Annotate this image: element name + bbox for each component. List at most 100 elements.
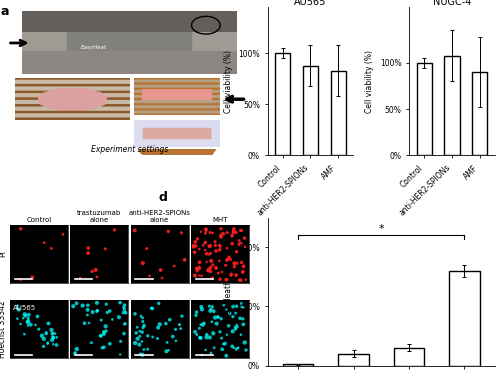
Point: [206, 335, 214, 341]
Point: [233, 260, 241, 266]
Point: [52, 330, 60, 336]
Point: [197, 229, 205, 235]
Point: [207, 250, 215, 256]
Point: [50, 335, 58, 341]
Point: [176, 322, 184, 327]
Point: [42, 329, 50, 335]
Point: [240, 339, 248, 345]
Point: [206, 251, 214, 257]
Point: [222, 332, 230, 338]
Point: [115, 314, 123, 320]
Point: [132, 330, 140, 336]
Point: [216, 329, 224, 335]
Point: [228, 241, 236, 247]
Point: [78, 303, 86, 308]
Point: [232, 324, 239, 330]
Point: [26, 322, 34, 327]
Point: [218, 269, 226, 275]
Point: [224, 323, 232, 329]
Point: [50, 341, 58, 347]
Point: [106, 341, 114, 347]
Point: [48, 245, 56, 251]
Point: [222, 277, 230, 283]
Point: [48, 337, 56, 343]
Point: [120, 304, 128, 310]
Point: [138, 329, 146, 335]
Point: [50, 330, 58, 336]
Point: [206, 229, 214, 235]
Point: [206, 268, 214, 274]
Point: [38, 333, 46, 339]
Point: [202, 239, 209, 245]
Point: [137, 313, 145, 319]
Point: [140, 347, 148, 352]
Point: [227, 272, 235, 278]
Point: [178, 230, 186, 236]
Point: [84, 312, 92, 318]
Point: [24, 316, 32, 322]
Point: [206, 303, 214, 309]
Point: [28, 275, 36, 280]
Point: [217, 316, 225, 322]
Point: [134, 324, 141, 330]
Point: [154, 335, 162, 341]
Y-axis label: Cell viability (%): Cell viability (%): [224, 50, 232, 113]
Point: [226, 310, 234, 316]
Point: [154, 325, 162, 330]
Point: [223, 230, 231, 236]
Point: [80, 320, 88, 326]
Point: [19, 315, 27, 321]
Point: [199, 322, 207, 328]
Point: [202, 347, 209, 353]
Point: [220, 303, 228, 308]
Point: [198, 352, 206, 358]
Bar: [417, 63, 432, 156]
Point: [208, 304, 216, 310]
Y-axis label: Hoechst 33342: Hoechst 33342: [0, 300, 7, 358]
Point: [219, 231, 227, 237]
Point: [120, 310, 128, 316]
Point: [48, 327, 56, 333]
Point: [237, 277, 245, 283]
Point: [169, 333, 177, 339]
Point: [237, 332, 245, 338]
Point: [242, 277, 250, 283]
Point: [42, 330, 50, 336]
Point: [158, 275, 166, 281]
Point: [236, 277, 244, 283]
Text: a: a: [0, 4, 9, 18]
Text: EasyHeat: EasyHeat: [80, 45, 106, 50]
Point: [237, 300, 245, 306]
Point: [238, 304, 246, 310]
Point: [222, 353, 230, 359]
Point: [214, 270, 222, 276]
Point: [208, 275, 216, 281]
Point: [212, 321, 220, 327]
Point: [148, 334, 156, 340]
Point: [32, 322, 40, 328]
Point: [223, 257, 231, 263]
Point: [196, 325, 203, 331]
Point: [116, 300, 124, 305]
Point: [232, 272, 240, 278]
Point: [48, 331, 56, 337]
Point: [207, 306, 215, 312]
Point: [120, 302, 128, 308]
Point: [22, 313, 30, 319]
Point: [84, 245, 92, 251]
Point: [52, 342, 60, 348]
Point: [166, 317, 173, 323]
Point: [24, 319, 32, 325]
Point: [241, 244, 249, 250]
Point: [178, 313, 186, 319]
Point: [73, 346, 81, 352]
Point: [122, 310, 130, 316]
Point: [139, 325, 147, 330]
Point: [162, 321, 170, 327]
Point: [230, 345, 238, 351]
Point: [198, 273, 206, 279]
Point: [210, 330, 218, 336]
Point: [198, 304, 205, 310]
Point: [232, 230, 240, 236]
Point: [236, 315, 244, 321]
